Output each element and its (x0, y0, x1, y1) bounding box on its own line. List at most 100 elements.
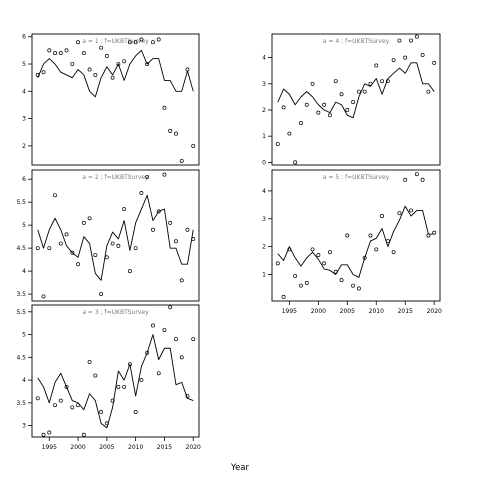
data-point (156, 37, 161, 42)
panel-frame (271, 33, 441, 166)
y-tick-label: 4 (22, 88, 26, 95)
y-tick-label: 6 (22, 34, 26, 41)
data-point (127, 362, 132, 367)
panel-frame (31, 304, 200, 438)
x-tick-label: 2010 (128, 444, 143, 451)
data-point (316, 110, 321, 115)
y-tick-label: 3.5 (16, 400, 26, 407)
data-point (35, 72, 40, 77)
data-point (174, 337, 178, 342)
panel-frame (271, 169, 441, 302)
data-point (368, 233, 373, 238)
fitted-line (37, 194, 194, 281)
data-point (162, 328, 167, 332)
data-point (150, 40, 155, 45)
data-point (275, 142, 280, 146)
y-tick-label: 2 (262, 107, 266, 114)
data-point (156, 209, 161, 214)
panel-title: a = 3 ; f=UKBTSurvey (82, 309, 149, 316)
data-point (362, 255, 367, 260)
data-point (333, 79, 338, 84)
y-tick-label: 5 (22, 222, 26, 229)
data-point (58, 241, 63, 246)
data-point (133, 40, 138, 45)
y-tick-label: 2 (262, 244, 266, 251)
data-point (281, 294, 286, 299)
data-point (99, 292, 104, 297)
data-point (356, 286, 361, 291)
data-point (145, 350, 150, 355)
data-point (420, 177, 425, 182)
data-point (409, 38, 413, 43)
data-point (53, 193, 57, 198)
fitted-line (37, 334, 194, 429)
data-point (47, 246, 52, 251)
fitted-line (37, 49, 194, 98)
data-point (414, 172, 419, 177)
data-point (122, 59, 127, 64)
data-point (168, 220, 173, 225)
data-point (316, 253, 321, 257)
y-tick-label: 5 (22, 61, 26, 68)
y-tick-label: 4 (262, 55, 266, 62)
data-point (110, 398, 115, 403)
data-point (139, 378, 144, 383)
data-point (127, 269, 132, 274)
data-point (99, 45, 104, 50)
data-point (70, 62, 75, 66)
data-point (185, 227, 190, 232)
data-point (87, 216, 92, 221)
data-point (145, 174, 150, 179)
x-tick-label: 2000 (70, 444, 85, 451)
data-point (104, 255, 109, 260)
data-point (345, 233, 350, 238)
data-point (145, 62, 150, 66)
data-point (81, 51, 86, 56)
data-point (35, 246, 40, 251)
y-tick-label: 3 (22, 423, 26, 430)
data-point (99, 410, 104, 414)
data-point (185, 67, 190, 72)
data-point (162, 105, 167, 110)
chart-panel-1: a = 1 ; f=UKBTSurvey 2 3 4 5 6 (22, 33, 200, 166)
y-tick-label: 4 (262, 188, 266, 195)
x-tick-label: 2015 (157, 444, 172, 451)
y-tick-label: 2 (22, 143, 26, 150)
data-point (87, 359, 92, 364)
data-point (345, 108, 350, 112)
data-point (380, 79, 385, 84)
fitted-line (277, 62, 435, 119)
data-point (133, 246, 138, 251)
x-tick-label: 2020 (427, 308, 442, 315)
data-point (81, 220, 86, 225)
data-point (139, 191, 144, 195)
data-point (351, 100, 356, 105)
y-tick-label: 1 (262, 133, 266, 140)
y-tick-label: 3 (262, 81, 266, 88)
data-point (293, 160, 298, 165)
chart-panel-5: a = 5 ; f=UKBTSurvey 1 2 3 4 1995 2000 2005 2010… (262, 169, 442, 315)
data-point (304, 280, 309, 285)
data-point (287, 247, 292, 252)
data-point (432, 60, 437, 65)
data-point (150, 227, 155, 232)
data-point (310, 247, 315, 252)
y-tick-label: 5.5 (16, 199, 26, 206)
panel-title: a = 2 ; f=UKBTSurvey (82, 174, 149, 181)
data-point (93, 373, 98, 378)
data-point (339, 92, 344, 97)
data-point (403, 55, 408, 60)
data-point (275, 261, 280, 266)
y-tick-label: 4 (22, 377, 26, 384)
chart-panel-2: a = 2 ; f=UKBTSurvey 3.5 4 4.5 5 5.5 6 (16, 169, 200, 302)
data-point (122, 384, 127, 389)
data-point (327, 113, 332, 118)
data-point (391, 58, 396, 63)
y-tick-label: 3 (22, 116, 26, 123)
data-point (397, 211, 402, 216)
data-point (185, 394, 190, 398)
x-tick-label: 1995 (42, 444, 57, 451)
panel-title: a = 5 ; f=UKBTSurvey (323, 174, 390, 181)
data-point (339, 278, 344, 283)
